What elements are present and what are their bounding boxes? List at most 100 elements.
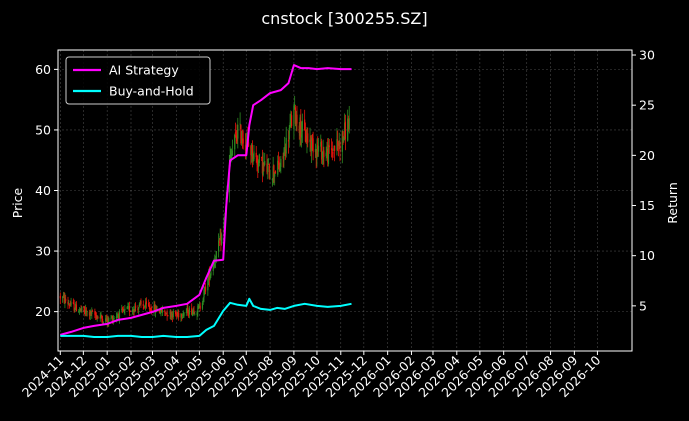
candle-body [201, 302, 204, 309]
candle-body [174, 311, 177, 315]
candle-body [244, 145, 247, 151]
candle-body [80, 308, 82, 311]
candle-body [277, 160, 279, 175]
candle-body [322, 150, 324, 155]
candle-body [186, 308, 188, 312]
y2-tick-label: 25 [639, 98, 655, 113]
candle-body [234, 132, 237, 134]
candle-body [267, 166, 269, 173]
candle-body [134, 306, 136, 312]
candle-body [79, 308, 81, 310]
candle-body [317, 146, 320, 152]
candlesticks [59, 95, 350, 327]
candle-body [158, 309, 161, 313]
candle-body [306, 135, 308, 142]
candle-body [309, 139, 311, 142]
candle-body [83, 305, 85, 311]
candle-body [230, 155, 232, 157]
candle-body [231, 153, 233, 159]
candle-body [284, 147, 286, 154]
candle-body [305, 141, 307, 143]
candle-body [100, 315, 102, 318]
candle-body [208, 273, 210, 280]
candle-body [202, 298, 204, 302]
x-axis: 2024-112024-122025-012025-022025-032025-… [19, 351, 604, 400]
candle-body [267, 163, 270, 165]
candle-body [153, 304, 155, 312]
candle-body [69, 304, 71, 306]
candle-body [95, 315, 98, 319]
candle-body [132, 309, 134, 311]
candle-body [334, 145, 336, 152]
candle-body [78, 311, 80, 313]
candle-body [112, 318, 114, 322]
candle-body [106, 317, 108, 322]
candle-body [274, 173, 276, 177]
candle-body [312, 138, 314, 153]
y-tick-label: 20 [35, 304, 51, 319]
candle-body [251, 144, 254, 160]
candle-body [231, 150, 234, 156]
candle-body [328, 145, 330, 148]
candle-body [68, 304, 70, 306]
y2-tick-label: 10 [639, 248, 655, 263]
candle-body [217, 240, 220, 252]
candle-body [164, 313, 167, 315]
candle-body [332, 152, 334, 154]
candle-body [253, 151, 255, 160]
candle-body [145, 301, 147, 305]
candle-body [161, 309, 164, 313]
candle-body [181, 314, 183, 317]
candle-body [117, 315, 119, 318]
candle-body [196, 312, 198, 315]
candle-body [113, 318, 115, 319]
candle-body [142, 304, 144, 306]
candle-body [220, 234, 222, 245]
candle-body [188, 314, 190, 316]
candle-body [171, 313, 174, 318]
candle-body [285, 137, 287, 154]
candle-body [160, 307, 162, 313]
candle-body [94, 311, 96, 315]
plot-frame [57, 49, 633, 352]
candle-body [242, 138, 244, 144]
candle-body [73, 303, 75, 311]
candle-body [198, 306, 200, 308]
candle-body [311, 134, 313, 142]
candle-body [266, 163, 268, 173]
candle-body [241, 139, 243, 142]
candle-body [320, 141, 323, 160]
candle-body [137, 308, 139, 311]
candle-body [95, 314, 97, 316]
candle-body [188, 308, 190, 315]
candle-body [65, 298, 67, 302]
candle-body [148, 305, 151, 310]
candle-body [118, 314, 120, 319]
candle-body [192, 310, 194, 312]
candle-body [88, 312, 91, 316]
candle-body [204, 286, 207, 292]
candle-body [337, 141, 339, 144]
candle-body [178, 312, 180, 318]
candle-body [169, 310, 171, 315]
legend-label: Buy-and-Hold [109, 84, 194, 99]
candle-body [91, 311, 93, 314]
candle-body [171, 313, 173, 317]
candle-body [128, 306, 131, 312]
candle-body [223, 222, 225, 234]
candle-body [194, 313, 196, 315]
candle-body [240, 125, 242, 144]
candle-body [108, 318, 110, 323]
candle-body [341, 130, 343, 152]
candle-body [327, 144, 330, 165]
candle-body [148, 303, 150, 307]
candle-body [62, 296, 64, 298]
candle-body [310, 140, 312, 149]
candle-body [331, 148, 333, 152]
candle-body [235, 134, 237, 139]
candle-body [261, 156, 263, 158]
candle-body [72, 302, 74, 304]
candle-body [131, 309, 134, 313]
candle-body [102, 321, 104, 324]
